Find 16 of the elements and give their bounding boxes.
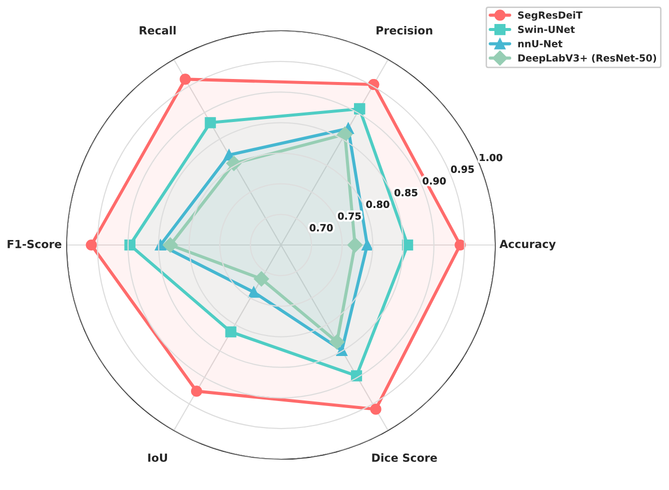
- spoke-label: Recall: [140, 26, 176, 35]
- spoke-label: IoU: [148, 454, 167, 462]
- y-tick-label: 0.70: [310, 224, 333, 232]
- legend-label: DeepLabV3+ (ResNet-50): [518, 54, 656, 64]
- spoke-label: Accuracy: [500, 240, 556, 250]
- y-tick-label: 0.95: [450, 166, 474, 173]
- y-tick-label: 0.75: [338, 212, 361, 220]
- spoke-label: Precision: [376, 26, 432, 35]
- legend-label: Swin-UNet: [518, 26, 575, 34]
- legend-label: SegResDeiT: [518, 11, 582, 21]
- y-tick-label: 0.85: [394, 188, 418, 196]
- spoke-label: F1-Score: [8, 240, 62, 248]
- y-tick-label: 1.00: [480, 154, 502, 162]
- y-tick-label: 0.80: [366, 200, 390, 208]
- legend-label: nnU-Net: [518, 40, 562, 48]
- spoke-label: Dice Score: [372, 453, 437, 462]
